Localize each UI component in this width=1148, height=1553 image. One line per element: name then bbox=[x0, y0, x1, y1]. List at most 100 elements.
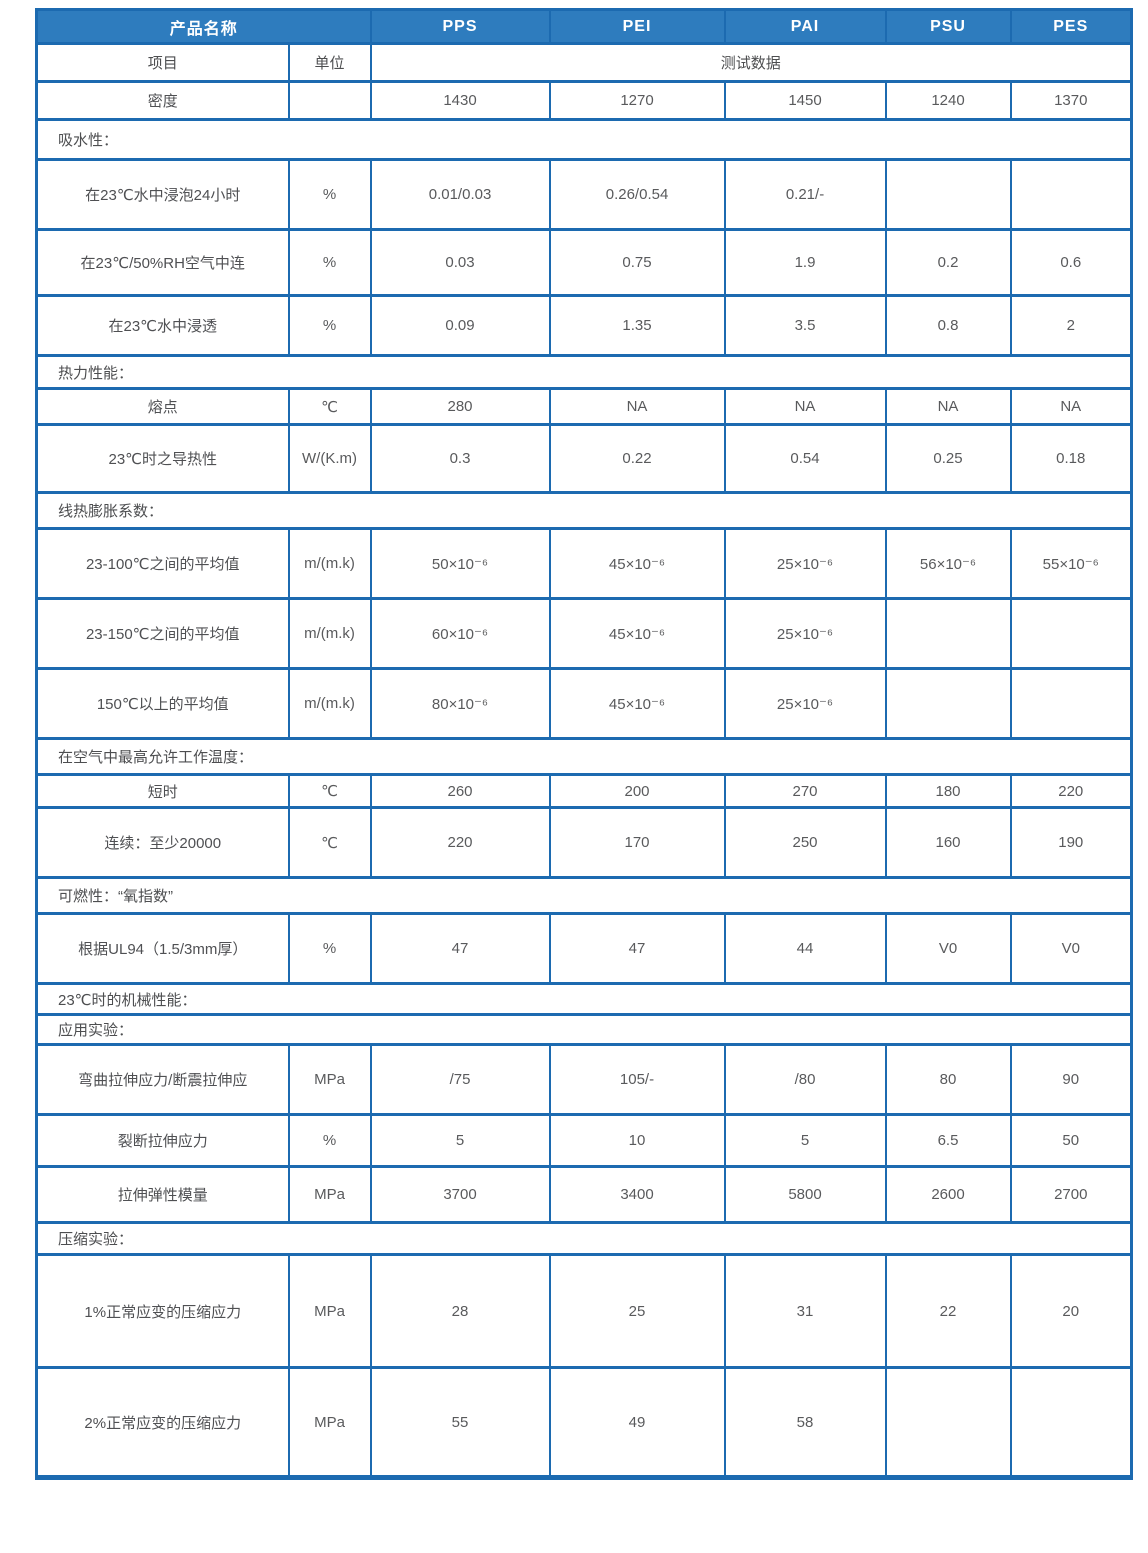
cell-value: 44 bbox=[723, 912, 887, 985]
cell-value: 3400 bbox=[548, 1165, 726, 1224]
row-unit: m/(m.k) bbox=[287, 527, 372, 600]
cell-value: 31 bbox=[723, 1253, 887, 1369]
cell-value: 55×10⁻⁶ bbox=[1009, 527, 1133, 600]
cell-value: 180 bbox=[884, 773, 1012, 809]
row-unit: m/(m.k) bbox=[287, 597, 372, 670]
cell-value: /75 bbox=[369, 1043, 551, 1116]
section-label: 线热膨胀系数： bbox=[35, 491, 1133, 530]
cell-value: 0.6 bbox=[1009, 228, 1133, 297]
row-unit: ℃ bbox=[287, 806, 372, 879]
cell-value: 0.26/0.54 bbox=[548, 158, 726, 231]
cell-value: 0.22 bbox=[548, 423, 726, 494]
cell-value: 3.5 bbox=[723, 294, 887, 357]
cell-value: 56×10⁻⁶ bbox=[884, 527, 1012, 600]
section-row: 可燃性：“氧指数” bbox=[35, 876, 1133, 915]
row-unit: % bbox=[287, 294, 372, 357]
row-unit: MPa bbox=[287, 1253, 372, 1369]
section-label: 23℃时的机械性能： bbox=[35, 982, 1133, 1016]
subheader-item: 项目 bbox=[35, 42, 290, 83]
cell-value: 1.35 bbox=[548, 294, 726, 357]
table-row: 连续：至少20000 ℃ 220 170 250 160 190 bbox=[35, 806, 1133, 879]
product-column-pei: PEI bbox=[548, 8, 726, 45]
cell-value: 260 bbox=[369, 773, 551, 809]
cell-value: 5 bbox=[369, 1113, 551, 1168]
cell-value bbox=[884, 158, 1012, 231]
cell-value: 5 bbox=[723, 1113, 887, 1168]
table-row: 23℃时之导热性 W/(K.m) 0.3 0.22 0.54 0.25 0.18 bbox=[35, 423, 1133, 494]
header-row: 产品名称 PPS PEI PAI PSU PES bbox=[35, 8, 1133, 45]
cell-value: 220 bbox=[1009, 773, 1133, 809]
section-row: 在空气中最高允许工作温度： bbox=[35, 737, 1133, 776]
cell-value: 1430 bbox=[369, 80, 551, 121]
cell-value bbox=[884, 597, 1012, 670]
cell-value: 105/- bbox=[548, 1043, 726, 1116]
section-row: 23℃时的机械性能： bbox=[35, 982, 1133, 1016]
cell-value: 0.2 bbox=[884, 228, 1012, 297]
product-spec-table: 产品名称 PPS PEI PAI PSU PES 项目 单位 测试数据 密度 14… bbox=[35, 8, 1134, 1480]
table-row: 熔点 ℃ 280 NA NA NA NA bbox=[35, 387, 1133, 426]
row-label: 23-150℃之间的平均值 bbox=[35, 597, 290, 670]
table-row: 150℃以上的平均值 m/(m.k) 80×10⁻⁶ 45×10⁻⁶ 25×10⁻⁶ bbox=[35, 667, 1133, 740]
cell-value: 45×10⁻⁶ bbox=[548, 667, 726, 740]
cell-value: 1.9 bbox=[723, 228, 887, 297]
cell-value: 47 bbox=[548, 912, 726, 985]
section-row: 吸水性： bbox=[35, 118, 1133, 161]
cell-value: 0.21/- bbox=[723, 158, 887, 231]
cell-value bbox=[1009, 667, 1133, 740]
section-label: 应用实验： bbox=[35, 1013, 1133, 1046]
cell-value: 0.18 bbox=[1009, 423, 1133, 494]
cell-value: 10 bbox=[548, 1113, 726, 1168]
cell-value: 45×10⁻⁶ bbox=[548, 527, 726, 600]
cell-value: 2700 bbox=[1009, 1165, 1133, 1224]
row-unit: % bbox=[287, 228, 372, 297]
table-row: 1%正常应变的压缩应力 MPa 28 25 31 22 20 bbox=[35, 1253, 1133, 1369]
row-label: 密度 bbox=[35, 80, 290, 121]
cell-value: 280 bbox=[369, 387, 551, 426]
product-column-pps: PPS bbox=[369, 8, 551, 45]
cell-value: 0.25 bbox=[884, 423, 1012, 494]
cell-value: V0 bbox=[1009, 912, 1133, 985]
row-label: 熔点 bbox=[35, 387, 290, 426]
row-label: 弯曲拉伸应力/断震拉伸应 bbox=[35, 1043, 290, 1116]
cell-value: 1370 bbox=[1009, 80, 1133, 121]
cell-value: 270 bbox=[723, 773, 887, 809]
table-row: 在23℃/50%RH空气中连% 0.03 0.75 1.9 0.2 0.6 bbox=[35, 228, 1133, 297]
cell-value bbox=[1009, 158, 1133, 231]
table-row: 密度 1430 1270 1450 1240 1370 bbox=[35, 80, 1133, 121]
cell-value: 55 bbox=[369, 1366, 551, 1479]
row-label: 连续：至少20000 bbox=[35, 806, 290, 879]
section-row: 线热膨胀系数： bbox=[35, 491, 1133, 530]
section-label: 可燃性：“氧指数” bbox=[35, 876, 1133, 915]
cell-value: 0.3 bbox=[369, 423, 551, 494]
cell-value: 160 bbox=[884, 806, 1012, 879]
row-label: 在23℃水中浸透 bbox=[35, 294, 290, 357]
row-label: 裂断拉伸应力 bbox=[35, 1113, 290, 1168]
cell-value: 50×10⁻⁶ bbox=[369, 527, 551, 600]
cell-value: 0.54 bbox=[723, 423, 887, 494]
row-unit bbox=[287, 80, 372, 121]
cell-value: 1240 bbox=[884, 80, 1012, 121]
row-unit: % bbox=[287, 158, 372, 231]
cell-value: 220 bbox=[369, 806, 551, 879]
row-label: 短时 bbox=[35, 773, 290, 809]
cell-value: 49 bbox=[548, 1366, 726, 1479]
table-row: 短时 ℃ 260 200 270 180 220 bbox=[35, 773, 1133, 809]
cell-value: 25×10⁻⁶ bbox=[723, 667, 887, 740]
cell-value: 58 bbox=[723, 1366, 887, 1479]
section-row: 压缩实验： bbox=[35, 1221, 1133, 1256]
cell-value: NA bbox=[1009, 387, 1133, 426]
cell-value: 6.5 bbox=[884, 1113, 1012, 1168]
table-body: 密度 1430 1270 1450 1240 1370 吸水性： 在23℃水中浸泡24小时% 0… bbox=[35, 80, 1133, 1479]
row-label: 150℃以上的平均值 bbox=[35, 667, 290, 740]
cell-value: NA bbox=[548, 387, 726, 426]
row-unit: m/(m.k) bbox=[287, 667, 372, 740]
row-label: 根据UL94（1.5/3mm厚） bbox=[35, 912, 290, 985]
section-label: 压缩实验： bbox=[35, 1221, 1133, 1256]
table-row: 23-150℃之间的平均值 m/(m.k) 60×10⁻⁶ 45×10⁻⁶ 25×10⁻… bbox=[35, 597, 1133, 670]
cell-value: 20 bbox=[1009, 1253, 1133, 1369]
cell-value: 45×10⁻⁶ bbox=[548, 597, 726, 670]
cell-value: /80 bbox=[723, 1043, 887, 1116]
cell-value: 1450 bbox=[723, 80, 887, 121]
cell-value: 47 bbox=[369, 912, 551, 985]
table-row: 在23℃水中浸泡24小时% 0.01/0.03 0.26/0.54 0.21/- bbox=[35, 158, 1133, 231]
